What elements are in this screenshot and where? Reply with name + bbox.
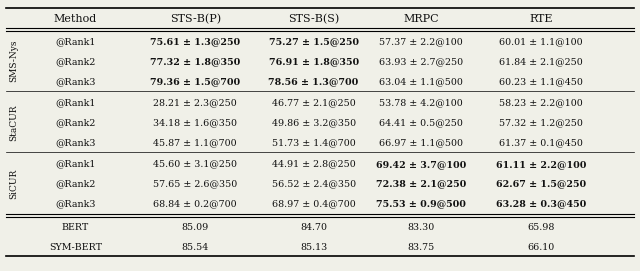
Text: STS-B(S): STS-B(S)	[288, 14, 339, 24]
Text: 66.10: 66.10	[527, 243, 554, 251]
Text: 44.91 ± 2.8@250: 44.91 ± 2.8@250	[272, 160, 355, 169]
Text: 75.27 ± 1.5@250: 75.27 ± 1.5@250	[269, 37, 358, 46]
Text: MRPC: MRPC	[403, 14, 439, 24]
Text: 28.21 ± 2.3@250: 28.21 ± 2.3@250	[154, 98, 237, 107]
Text: 68.84 ± 0.2@700: 68.84 ± 0.2@700	[154, 199, 237, 208]
Text: 45.60 ± 3.1@250: 45.60 ± 3.1@250	[153, 160, 237, 169]
Text: SiCUR: SiCUR	[10, 169, 19, 199]
Text: 61.11 ± 2.2@100: 61.11 ± 2.2@100	[495, 160, 586, 169]
Text: 62.67 ± 1.5@250: 62.67 ± 1.5@250	[496, 180, 586, 189]
Text: @Rank1: @Rank1	[55, 160, 96, 169]
Text: 34.18 ± 1.6@350: 34.18 ± 1.6@350	[153, 118, 237, 127]
Text: 68.97 ± 0.4@700: 68.97 ± 0.4@700	[272, 199, 355, 208]
Text: 49.86 ± 3.2@350: 49.86 ± 3.2@350	[271, 118, 356, 127]
Text: 65.98: 65.98	[527, 223, 554, 232]
Text: 45.87 ± 1.1@700: 45.87 ± 1.1@700	[154, 138, 237, 147]
Text: 63.04 ± 1.1@500: 63.04 ± 1.1@500	[379, 77, 463, 86]
Text: 69.42 ± 3.7@100: 69.42 ± 3.7@100	[376, 160, 467, 169]
Text: Method: Method	[54, 14, 97, 24]
Text: 79.36 ± 1.5@700: 79.36 ± 1.5@700	[150, 77, 240, 86]
Text: 64.41 ± 0.5@250: 64.41 ± 0.5@250	[379, 118, 463, 127]
Text: @Rank2: @Rank2	[55, 118, 96, 127]
Text: 57.37 ± 2.2@100: 57.37 ± 2.2@100	[380, 37, 463, 46]
Text: @Rank1: @Rank1	[55, 37, 96, 46]
Text: 51.73 ± 1.4@700: 51.73 ± 1.4@700	[272, 138, 355, 147]
Text: 63.93 ± 2.7@250: 63.93 ± 2.7@250	[379, 57, 463, 66]
Text: 58.23 ± 2.2@100: 58.23 ± 2.2@100	[499, 98, 582, 107]
Text: 72.38 ± 2.1@250: 72.38 ± 2.1@250	[376, 180, 467, 189]
Text: 60.01 ± 1.1@100: 60.01 ± 1.1@100	[499, 37, 582, 46]
Text: @Rank3: @Rank3	[55, 138, 96, 147]
Text: @Rank3: @Rank3	[55, 77, 96, 86]
Text: 46.77 ± 2.1@250: 46.77 ± 2.1@250	[272, 98, 355, 107]
Text: 78.56 ± 1.3@700: 78.56 ± 1.3@700	[268, 77, 359, 86]
Text: 63.28 ± 0.3@450: 63.28 ± 0.3@450	[495, 199, 586, 208]
Text: 76.91 ± 1.8@350: 76.91 ± 1.8@350	[269, 57, 358, 66]
Text: SYM-BERT: SYM-BERT	[49, 243, 102, 251]
Text: STS-B(P): STS-B(P)	[170, 14, 221, 24]
Text: 60.23 ± 1.1@450: 60.23 ± 1.1@450	[499, 77, 583, 86]
Text: 75.61 ± 1.3@250: 75.61 ± 1.3@250	[150, 37, 240, 46]
Text: 57.32 ± 1.2@250: 57.32 ± 1.2@250	[499, 118, 583, 127]
Text: 56.52 ± 2.4@350: 56.52 ± 2.4@350	[271, 180, 356, 189]
Text: 66.97 ± 1.1@500: 66.97 ± 1.1@500	[379, 138, 463, 147]
Text: 77.32 ± 1.8@350: 77.32 ± 1.8@350	[150, 57, 241, 66]
Text: 61.37 ± 0.1@450: 61.37 ± 0.1@450	[499, 138, 583, 147]
Text: 85.13: 85.13	[300, 243, 327, 251]
Text: 85.54: 85.54	[182, 243, 209, 251]
Text: RTE: RTE	[529, 14, 552, 24]
Text: @Rank3: @Rank3	[55, 199, 96, 208]
Text: @Rank2: @Rank2	[55, 57, 96, 66]
Text: 84.70: 84.70	[300, 223, 327, 232]
Text: SMS-Nys: SMS-Nys	[10, 40, 19, 82]
Text: 83.30: 83.30	[408, 223, 435, 232]
Text: 85.09: 85.09	[182, 223, 209, 232]
Text: @Rank2: @Rank2	[55, 180, 96, 189]
Text: 61.84 ± 2.1@250: 61.84 ± 2.1@250	[499, 57, 582, 66]
Text: 57.65 ± 2.6@350: 57.65 ± 2.6@350	[153, 180, 237, 189]
Text: 83.75: 83.75	[408, 243, 435, 251]
Text: 75.53 ± 0.9@500: 75.53 ± 0.9@500	[376, 199, 466, 208]
Text: StaCUR: StaCUR	[10, 104, 19, 141]
Text: @Rank1: @Rank1	[55, 98, 96, 107]
Text: BERT: BERT	[62, 223, 89, 232]
Text: 53.78 ± 4.2@100: 53.78 ± 4.2@100	[380, 98, 463, 107]
